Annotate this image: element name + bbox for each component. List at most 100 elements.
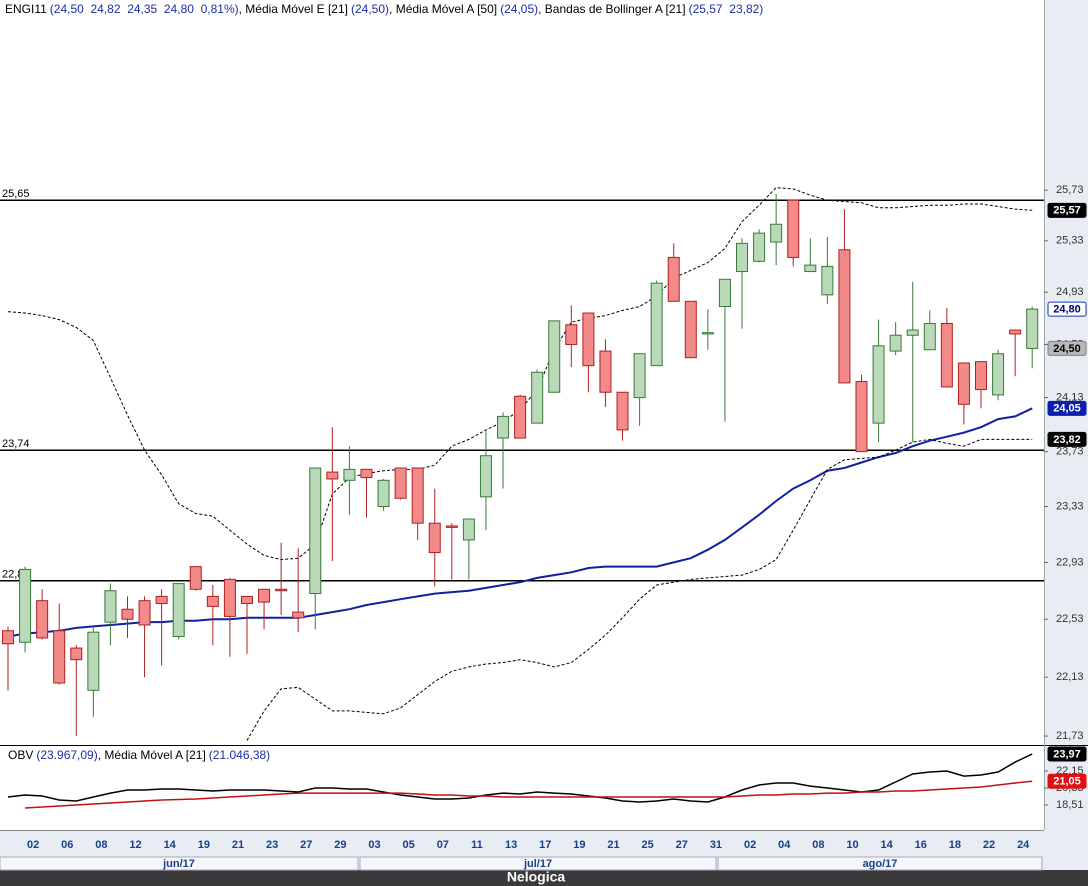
x-tick-label: 22 (983, 839, 995, 851)
x-tick-label: 14 (164, 839, 177, 851)
candle-body (974, 361, 987, 391)
candle-body (428, 522, 441, 554)
legend-value: (24,50 24,82 24,35 24,80 0,81%) (49, 2, 239, 16)
candle-body (770, 223, 783, 243)
price-tag-label: 25,57 (1053, 205, 1081, 217)
x-tick-label: 25 (642, 839, 654, 851)
legend-name: , Média Móvel A [50] (389, 2, 498, 16)
candle-body (616, 391, 629, 431)
month-label: ago/17 (863, 858, 898, 870)
price-tag (1047, 746, 1087, 762)
candle-body (309, 467, 322, 595)
candle-body (787, 199, 800, 258)
obv-legend: OBV (23.967,09), Média Móvel A [21] (21.04… (8, 748, 270, 762)
candle-body (223, 578, 236, 617)
price-tag-label: 24,50 (1053, 343, 1081, 355)
y-tick-label: 25,33 (1056, 235, 1084, 247)
candle-body (667, 256, 680, 302)
y-tick-label: 18,51 (1056, 799, 1084, 811)
x-tick-label: 02 (27, 839, 39, 851)
candle-body (821, 265, 834, 296)
price-tag (1047, 340, 1087, 356)
candle-body (531, 371, 544, 424)
y-tick-label: 22,53 (1056, 613, 1084, 625)
candle-body (343, 468, 356, 481)
month-label: jun/17 (162, 858, 195, 870)
price-tag-label: 21,05 (1053, 776, 1081, 788)
series-line (25, 780, 1033, 809)
candle-body (189, 566, 202, 590)
brand: Nelogica (507, 869, 566, 885)
candle-body (548, 320, 561, 393)
x-tick-label: 19 (198, 839, 210, 851)
candle-body (258, 588, 271, 603)
candle-body (889, 334, 902, 352)
legend-value: (24,05) (500, 2, 539, 16)
candle-body (2, 630, 14, 645)
candle-body (36, 600, 49, 639)
candle-body (736, 242, 749, 273)
x-tick-label: 11 (471, 839, 483, 851)
x-tick-label: 27 (676, 839, 688, 851)
price-tag-label: 24,05 (1053, 403, 1081, 415)
y-tick-label: 22,93 (1056, 556, 1084, 568)
x-tick-label: 02 (744, 839, 756, 851)
price-tag (1047, 400, 1087, 416)
x-tick-label: 12 (129, 839, 141, 851)
x-tick-label: 18 (949, 839, 961, 851)
candle-body (582, 312, 595, 367)
overlay-line (246, 438, 1033, 741)
candle-body (855, 381, 868, 453)
month-band (359, 856, 717, 871)
candle-body (992, 353, 1005, 396)
candle-body (872, 345, 885, 424)
candle-body (753, 232, 766, 262)
x-tick-label: 29 (334, 839, 346, 851)
candle-body (377, 479, 390, 508)
candle-body (172, 583, 185, 638)
candle-body (804, 264, 817, 273)
x-tick-label: 06 (61, 839, 73, 851)
price-tag-label: 23,97 (1053, 748, 1081, 760)
candle-body (326, 471, 339, 480)
x-tick-label: 08 (95, 839, 107, 851)
candle-body (479, 455, 492, 498)
candle-body (514, 395, 527, 439)
x-tick-label: 04 (778, 839, 791, 851)
candle-body (940, 322, 953, 388)
footer-bar (0, 870, 1088, 886)
month-band (0, 856, 359, 871)
legend-value: (23.967,09) (36, 748, 98, 762)
candle-body (633, 353, 646, 399)
legend-value: (24,50) (351, 2, 390, 16)
x-tick-label: 10 (846, 839, 858, 851)
x-tick-label: 13 (505, 839, 517, 851)
candle-body (360, 468, 373, 479)
price-tag-label: 24,80 (1053, 304, 1081, 316)
candle-body (240, 595, 253, 605)
candle-body (1026, 308, 1039, 349)
legend-value: (21.046,38) (208, 748, 271, 762)
x-tick-label: 31 (710, 839, 722, 851)
y-tick-label: 24,93 (1056, 286, 1084, 298)
candle-body (87, 631, 100, 691)
price-tag (1047, 773, 1087, 789)
candle-body (53, 630, 66, 684)
price-legend: ENGI11 (24,50 24,82 24,35 24,80 0,81%), M… (5, 2, 763, 16)
legend-name: OBV (8, 748, 34, 762)
candle-body (445, 525, 458, 528)
x-tick-label: 21 (607, 839, 619, 851)
candle-body (411, 467, 424, 524)
y-tick-label: 22,13 (1056, 671, 1084, 683)
y-tick-label: 23,33 (1056, 500, 1084, 512)
legend-name: , Bandas de Bollinger A [21] (538, 2, 686, 16)
candle-body (275, 588, 288, 592)
x-tick-label: 07 (437, 839, 449, 851)
candle-body (565, 324, 578, 345)
month-label: jul/17 (523, 858, 552, 870)
y-tick-label: 21,73 (1056, 730, 1084, 742)
candle-body (684, 300, 697, 359)
candle-body (462, 518, 475, 541)
month-band (717, 856, 1043, 871)
